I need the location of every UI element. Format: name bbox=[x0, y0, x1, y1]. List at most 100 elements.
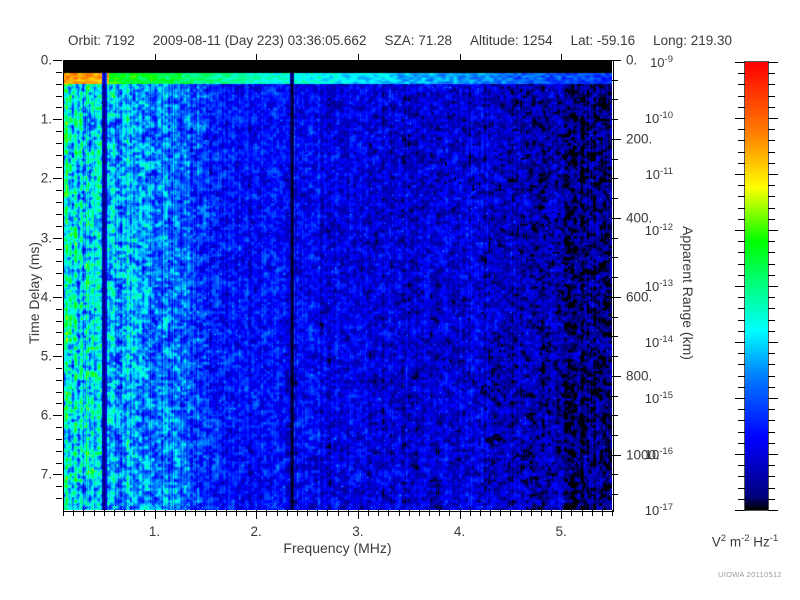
y2-tick-label: 800. bbox=[626, 368, 653, 384]
spectrogram-image bbox=[63, 60, 612, 510]
x-tick-minor bbox=[235, 510, 237, 516]
colorbar-tick-minor bbox=[768, 140, 775, 142]
y2-tick-minor bbox=[612, 435, 618, 436]
spectrogram-plot[interactable] bbox=[63, 60, 612, 510]
y-tick-label: 1. bbox=[40, 111, 52, 127]
x-tick-minor bbox=[246, 510, 247, 516]
colorbar-tick-minor bbox=[738, 140, 745, 142]
y-tick-minor bbox=[56, 285, 62, 286]
y-tick-label: 2. bbox=[40, 170, 52, 186]
colorbar-tick-minor bbox=[738, 151, 745, 153]
y-tick-minor bbox=[56, 190, 62, 192]
y2-tick-minor bbox=[612, 494, 618, 496]
colorbar-tick-minor bbox=[738, 319, 745, 321]
y2-tick-label: 400. bbox=[626, 210, 653, 226]
colorbar-tick-major bbox=[735, 118, 745, 119]
x-tick-minor bbox=[551, 510, 552, 516]
x-tick-minor bbox=[571, 510, 573, 516]
x-tick-minor bbox=[591, 510, 593, 516]
colorbar-tick-minor bbox=[738, 476, 745, 478]
x-tick-major bbox=[357, 510, 359, 519]
header-field-5: Long: 219.30 bbox=[653, 33, 732, 48]
colorbar-tick-label: 10-11 bbox=[646, 166, 674, 182]
colorbar-tick-minor bbox=[768, 308, 775, 310]
x-tick-major bbox=[459, 510, 461, 519]
unit-volt-exponent: 2 bbox=[720, 533, 727, 544]
colorbar-tick-minor bbox=[738, 218, 745, 220]
colorbar[interactable] bbox=[745, 62, 768, 510]
y2-tick-minor bbox=[612, 356, 618, 358]
y-tick-minor bbox=[56, 202, 62, 204]
x-tick-minor bbox=[520, 510, 522, 516]
y-tick-minor bbox=[56, 344, 62, 346]
y-tick-minor bbox=[56, 450, 62, 452]
y-tick-minor bbox=[56, 462, 62, 464]
unit-hertz: Hz bbox=[753, 534, 770, 550]
colorbar-tick-major bbox=[735, 342, 745, 343]
colorbar-tick-minor bbox=[768, 409, 775, 411]
colorbar-tick-minor bbox=[768, 330, 775, 332]
colorbar-tick-minor bbox=[768, 465, 775, 467]
x-tick-minor bbox=[479, 510, 481, 516]
x-tick-minor bbox=[113, 510, 115, 516]
header-field-1: 2009-08-11 (Day 223) 03:36:05.662 bbox=[153, 33, 367, 48]
header-field-label: Altitude: bbox=[470, 32, 523, 48]
header-field-value: -59.16 bbox=[596, 32, 636, 48]
y2-tick-major bbox=[612, 375, 621, 377]
colorbar-label-exponent: -10 bbox=[659, 109, 673, 121]
x-tick-minor bbox=[439, 510, 441, 516]
colorbar-label-mantissa: 10 bbox=[644, 335, 660, 351]
y2-tick-minor bbox=[612, 79, 618, 81]
y2-tick-minor bbox=[612, 99, 618, 101]
colorbar-tick-major bbox=[735, 174, 745, 175]
y-tick-minor bbox=[56, 95, 62, 97]
y-tick-major bbox=[53, 119, 62, 121]
colorbar-tick-minor bbox=[768, 487, 775, 489]
y-tick-major bbox=[53, 60, 62, 61]
colorbar-label-mantissa: 10 bbox=[644, 223, 660, 239]
header-field-value: 71.28 bbox=[418, 32, 453, 48]
y-tick-minor bbox=[56, 213, 62, 215]
colorbar-tick-minor bbox=[738, 274, 745, 276]
x-tick-minor bbox=[429, 510, 430, 516]
colorbar-tick-minor bbox=[768, 319, 775, 321]
colorbar-tick-minor bbox=[738, 308, 745, 310]
header-field-0: Orbit: 7192 bbox=[68, 33, 135, 48]
x-tick-minor bbox=[398, 510, 400, 516]
y-tick-minor bbox=[56, 486, 62, 488]
y-tick-minor bbox=[56, 83, 62, 85]
colorbar-tick-major bbox=[768, 62, 778, 63]
x-tick-minor bbox=[174, 510, 176, 516]
colorbar-tick-minor bbox=[738, 297, 745, 299]
x-tick-minor bbox=[63, 510, 64, 516]
x-tick-minor bbox=[124, 510, 125, 516]
x-tick-minor bbox=[73, 510, 75, 516]
colorbar-tick-label: 10-15 bbox=[645, 390, 673, 406]
colorbar-tick-major bbox=[735, 286, 745, 287]
y-tick-minor bbox=[56, 403, 62, 405]
x-tick-minor bbox=[327, 510, 329, 516]
colorbar-tick-minor bbox=[768, 95, 775, 97]
x-tick-minor bbox=[347, 510, 349, 516]
colorbar-tick-minor bbox=[738, 498, 745, 500]
y-axis-title-left: Time Delay (ms) bbox=[26, 241, 42, 345]
y2-tick-label: 200. bbox=[626, 131, 653, 147]
colorbar-tick-minor bbox=[768, 84, 775, 86]
y-tick-minor bbox=[56, 427, 62, 429]
x-tick-major bbox=[154, 510, 156, 519]
colorbar-label-exponent: -9 bbox=[664, 53, 673, 65]
x-tick-minor bbox=[185, 510, 186, 516]
colorbar-tick-minor bbox=[738, 353, 745, 355]
header-field-value: 219.30 bbox=[690, 32, 732, 48]
unit-volt: V bbox=[711, 534, 721, 550]
colorbar-label-mantissa: 10 bbox=[645, 167, 660, 183]
colorbar-tick-minor bbox=[768, 476, 775, 478]
x-tick-minor bbox=[205, 510, 207, 516]
colorbar-label-mantissa: 10 bbox=[644, 391, 660, 407]
y-tick-minor bbox=[56, 107, 62, 109]
colorbar-tick-minor bbox=[738, 465, 745, 467]
colorbar-tick-major bbox=[768, 174, 778, 175]
y-tick-label: 6. bbox=[40, 407, 52, 423]
header-field-value: 2009-08-11 (Day 223) 03:36:05.662 bbox=[152, 32, 367, 48]
x-tick-minor bbox=[134, 510, 136, 516]
